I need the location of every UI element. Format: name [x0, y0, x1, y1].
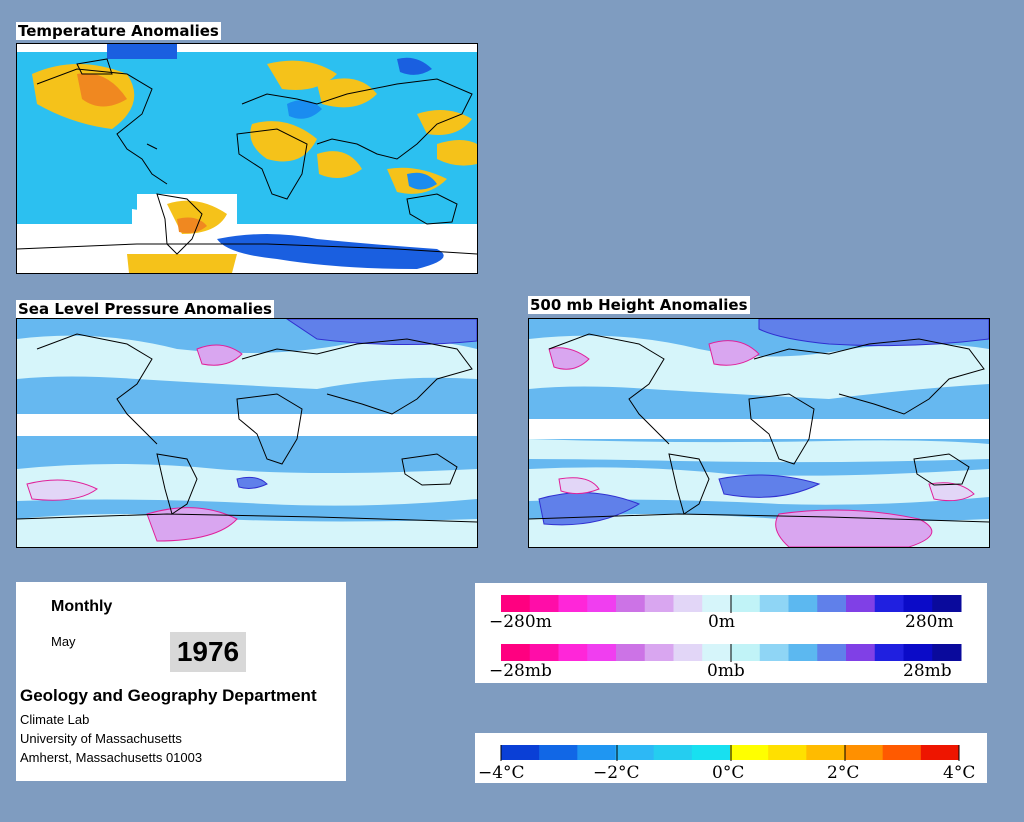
color-swatch [844, 745, 884, 760]
color-swatch [644, 595, 674, 612]
color-swatch [846, 644, 876, 661]
color-swatch [577, 745, 616, 760]
height-color-scale [501, 595, 962, 612]
color-swatch [903, 595, 933, 612]
university-label: University of Massachusetts [20, 731, 182, 746]
temp-label-0: 0°C [712, 763, 744, 783]
color-swatch [759, 644, 789, 661]
color-swatch [673, 644, 703, 661]
color-swatch [501, 644, 531, 661]
height-mid-label: 0m [708, 612, 735, 632]
color-swatch [501, 745, 540, 760]
color-swatch [529, 595, 559, 612]
500mb-height-title: 500 mb Height Anomalies [528, 296, 750, 314]
color-swatch [731, 595, 761, 612]
lab-label: Climate Lab [20, 712, 90, 727]
month-label: May [51, 634, 76, 649]
color-swatch [932, 595, 962, 612]
color-swatch [817, 595, 847, 612]
color-swatch [644, 644, 674, 661]
color-swatch [615, 745, 655, 760]
temp-label-2: 2°C [827, 763, 859, 783]
color-swatch [920, 745, 960, 760]
color-swatch [903, 644, 933, 661]
color-swatch [731, 644, 761, 661]
pressure-mid-label: 0mb [707, 661, 745, 681]
sea-level-pressure-title: Sea Level Pressure Anomalies [16, 300, 274, 318]
color-swatch [653, 745, 693, 760]
color-swatch [501, 595, 531, 612]
frequency-label: Monthly [51, 598, 113, 615]
pressure-color-scale [501, 644, 962, 661]
500mb-height-map [528, 318, 990, 548]
color-swatch [768, 745, 807, 760]
color-swatch [587, 595, 617, 612]
color-swatch [691, 745, 731, 760]
sea-level-pressure-map [16, 318, 478, 548]
color-swatch [882, 745, 922, 760]
color-swatch [616, 595, 646, 612]
color-swatch [539, 745, 578, 760]
color-swatch [587, 644, 617, 661]
temp-label-neg4: −4°C [478, 763, 525, 783]
color-swatch [759, 595, 789, 612]
color-swatch [817, 644, 847, 661]
color-swatch [730, 745, 769, 760]
color-swatch [788, 595, 818, 612]
height-min-label: −280m [489, 612, 552, 632]
color-swatch [874, 644, 904, 661]
color-swatch [673, 595, 703, 612]
temperature-color-scale [501, 745, 960, 760]
height-max-label: 280m [905, 612, 954, 632]
department-label: Geology and Geography Department [20, 686, 317, 705]
color-swatch [788, 644, 818, 661]
color-swatch [558, 595, 588, 612]
pressure-min-label: −28mb [489, 661, 552, 681]
color-swatch [806, 745, 845, 760]
color-swatch [702, 644, 732, 661]
color-swatch [932, 644, 962, 661]
temperature-anomalies-title: Temperature Anomalies [16, 22, 221, 40]
address-label: Amherst, Massachusetts 01003 [20, 750, 203, 765]
pressure-max-label: 28mb [903, 661, 952, 681]
temp-label-4: 4°C [943, 763, 975, 783]
info-panel: Monthly May 1976 Geology and Geography D… [16, 582, 346, 781]
temperature-anomaly-map [16, 43, 478, 274]
color-swatch [874, 595, 904, 612]
temperature-legend: −4°C −2°C 0°C 2°C 4°C [475, 733, 987, 783]
temp-label-neg2: −2°C [593, 763, 640, 783]
color-swatch [558, 644, 588, 661]
color-swatch [616, 644, 646, 661]
color-swatch [846, 595, 876, 612]
height-pressure-legend: −280m 0m 280m −28mb 0mb 28mb [475, 583, 987, 683]
color-swatch [529, 644, 559, 661]
color-swatch [702, 595, 732, 612]
year-display: 1976 [170, 632, 246, 672]
